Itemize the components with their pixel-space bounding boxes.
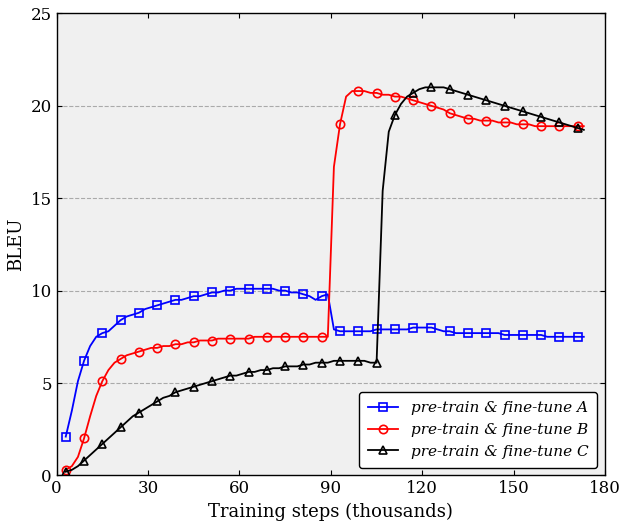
pre-train & fine-tune A: [580, 334, 588, 340]
pre-train & fine-tune A: [62, 433, 70, 440]
pre-train & fine-tune B: [312, 334, 320, 340]
pre-train & fine-tune C: [62, 468, 70, 475]
pre-train & fine-tune C: [117, 424, 124, 430]
pre-train & fine-tune B: [507, 119, 514, 126]
pre-train & fine-tune B: [117, 356, 124, 362]
pre-train & fine-tune B: [464, 116, 472, 122]
Line: pre-train & fine-tune A: pre-train & fine-tune A: [62, 285, 588, 440]
pre-train & fine-tune A: [507, 332, 514, 338]
pre-train & fine-tune B: [74, 454, 82, 460]
pre-train & fine-tune A: [232, 286, 240, 292]
pre-train & fine-tune C: [580, 127, 588, 133]
pre-train & fine-tune A: [74, 378, 82, 384]
pre-train & fine-tune B: [87, 413, 94, 419]
Y-axis label: BLEU: BLEU: [7, 218, 25, 271]
pre-train & fine-tune C: [421, 84, 429, 90]
pre-train & fine-tune B: [62, 467, 70, 473]
pre-train & fine-tune A: [464, 330, 472, 336]
pre-train & fine-tune B: [580, 123, 588, 129]
X-axis label: Training steps (thousands): Training steps (thousands): [208, 503, 453, 521]
pre-train & fine-tune C: [74, 463, 82, 469]
Line: pre-train & fine-tune C: pre-train & fine-tune C: [62, 83, 588, 476]
pre-train & fine-tune B: [349, 88, 356, 94]
Line: pre-train & fine-tune B: pre-train & fine-tune B: [62, 87, 588, 474]
pre-train & fine-tune C: [312, 360, 320, 366]
pre-train & fine-tune C: [87, 452, 94, 458]
Legend: pre-train & fine-tune A, pre-train & fine-tune B, pre-train & fine-tune C: pre-train & fine-tune A, pre-train & fin…: [359, 392, 597, 468]
pre-train & fine-tune C: [464, 91, 472, 98]
pre-train & fine-tune C: [507, 105, 514, 111]
pre-train & fine-tune A: [117, 317, 124, 323]
pre-train & fine-tune A: [87, 343, 94, 349]
pre-train & fine-tune A: [318, 293, 325, 299]
